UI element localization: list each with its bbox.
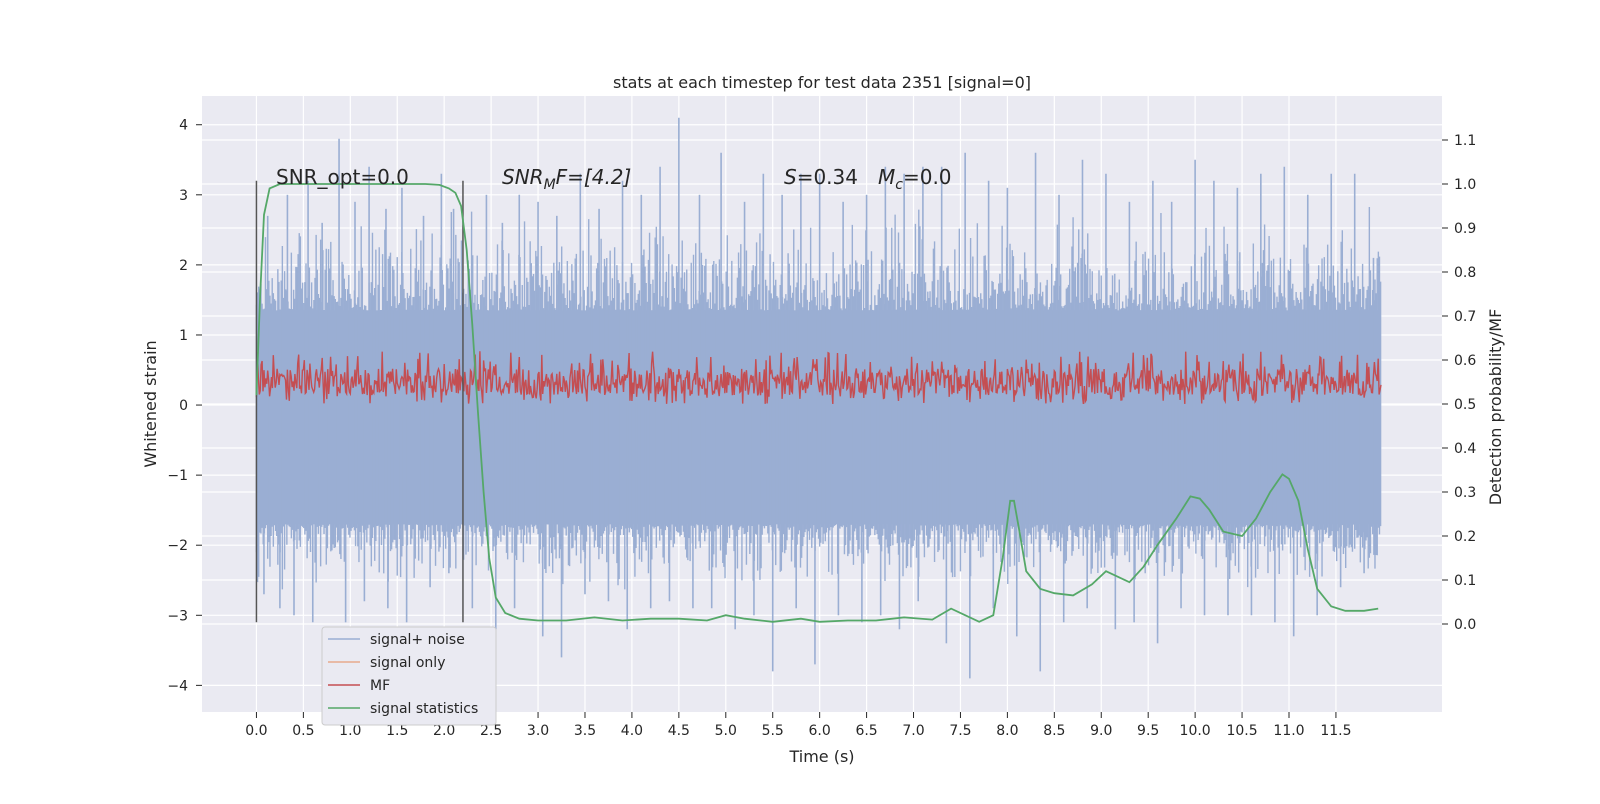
- x-tick-label: 4.5: [668, 723, 690, 739]
- y2-tick-label: 0.8: [1454, 265, 1476, 281]
- y2-tick-label: 0.5: [1454, 397, 1476, 413]
- annotation-mc: Mc=0.0: [878, 165, 952, 193]
- x-tick-label: 6.0: [809, 723, 831, 739]
- x-tick-label: 9.5: [1137, 723, 1159, 739]
- y2-tick-label: 1.0: [1454, 177, 1476, 193]
- mf-line: [255, 351, 1382, 405]
- x-tick-label: 7.5: [949, 723, 971, 739]
- x-tick-label: 4.0: [621, 723, 643, 739]
- x-tick-label: 11.5: [1320, 723, 1351, 739]
- legend-label-signal-noise: signal+ noise: [370, 632, 465, 648]
- legend-label-mf: MF: [370, 678, 390, 694]
- x-tick-label: 0.0: [245, 723, 267, 739]
- y2-tick-label: 0.7: [1454, 309, 1476, 325]
- y-tick-label: −3: [167, 608, 188, 624]
- chart-title: stats at each timestep for test data 235…: [613, 73, 1031, 92]
- legend: signal+ noise signal only MF signal stat…: [321, 626, 497, 726]
- legend-label-signal-only: signal only: [370, 655, 445, 671]
- y2-tick-label: 1.1: [1454, 133, 1476, 149]
- y2-tick-label: 0.6: [1454, 353, 1476, 369]
- x-tick-label: 5.5: [762, 723, 784, 739]
- y-tick-label: −1: [167, 468, 188, 484]
- legend-box: [321, 626, 497, 726]
- y2-tick-label: 0.9: [1454, 221, 1476, 237]
- y-tick-label: 3: [179, 188, 188, 204]
- x-axis-label: Time (s): [788, 747, 854, 766]
- x-tick-label: 10.0: [1180, 723, 1211, 739]
- x-tick-label: 9.0: [1090, 723, 1112, 739]
- x-tick-label: 1.5: [386, 723, 408, 739]
- y2-tick-label: 0.2: [1454, 529, 1476, 545]
- y-tick-label: 1: [179, 328, 188, 344]
- y-axis-label: Whitened strain: [141, 340, 160, 467]
- y2-tick-label: 0.4: [1454, 441, 1476, 457]
- legend-label-signal-statistics: signal statistics: [370, 701, 478, 717]
- y2-tick-label: 0.3: [1454, 485, 1476, 501]
- annotation-snr-mf: SNRMF=[4.2]: [502, 165, 631, 193]
- y-axis-ticks: −4 −3 −2 −1 0 1 2 3 4: [167, 118, 202, 694]
- y2-tick-label: 0.0: [1454, 617, 1476, 633]
- x-tick-label: 8.5: [1043, 723, 1065, 739]
- y-tick-label: 2: [179, 258, 188, 274]
- y-tick-label: −4: [167, 678, 188, 694]
- x-tick-label: 10.5: [1226, 723, 1257, 739]
- signal-statistics-series: [255, 183, 1379, 623]
- x-tick-label: 2.5: [480, 723, 502, 739]
- signal-noise-series: [255, 117, 1382, 679]
- y2-tick-label: 0.1: [1454, 573, 1476, 589]
- x-tick-label: 0.5: [292, 723, 314, 739]
- x-tick-label: 2.0: [433, 723, 455, 739]
- y-tick-label: 4: [179, 118, 188, 134]
- vertical-markers: [255, 180, 464, 623]
- y-tick-label: 0: [179, 398, 188, 414]
- x-axis-ticks: 0.0 0.5 1.0 1.5 2.0 2.5 3.0 3.5 4.0 4.5 5.0 5.5 6.0 6…: [245, 712, 1352, 739]
- y-tick-label: −2: [167, 538, 188, 554]
- annotation-snr-opt: SNR_opt=0.0: [276, 165, 409, 189]
- x-tick-label: 1.0: [339, 723, 361, 739]
- x-tick-label: 7.0: [902, 723, 924, 739]
- y2-axis-ticks: 0.0 0.1 0.2 0.3 0.4 0.5 0.6 0.7 0.8 0.9 1.0 1.1: [1442, 133, 1476, 633]
- x-tick-label: 3.5: [574, 723, 596, 739]
- mf-series: [255, 351, 1382, 405]
- y2-axis-label: Detection probability/MF: [1486, 309, 1505, 506]
- x-tick-label: 8.0: [996, 723, 1018, 739]
- annotation-s: S=0.34: [784, 165, 858, 189]
- signal-statistics-line: [255, 183, 1379, 623]
- x-tick-label: 5.0: [715, 723, 737, 739]
- x-tick-label: 3.0: [527, 723, 549, 739]
- x-tick-label: 6.5: [855, 723, 877, 739]
- x-tick-label: 11.0: [1273, 723, 1304, 739]
